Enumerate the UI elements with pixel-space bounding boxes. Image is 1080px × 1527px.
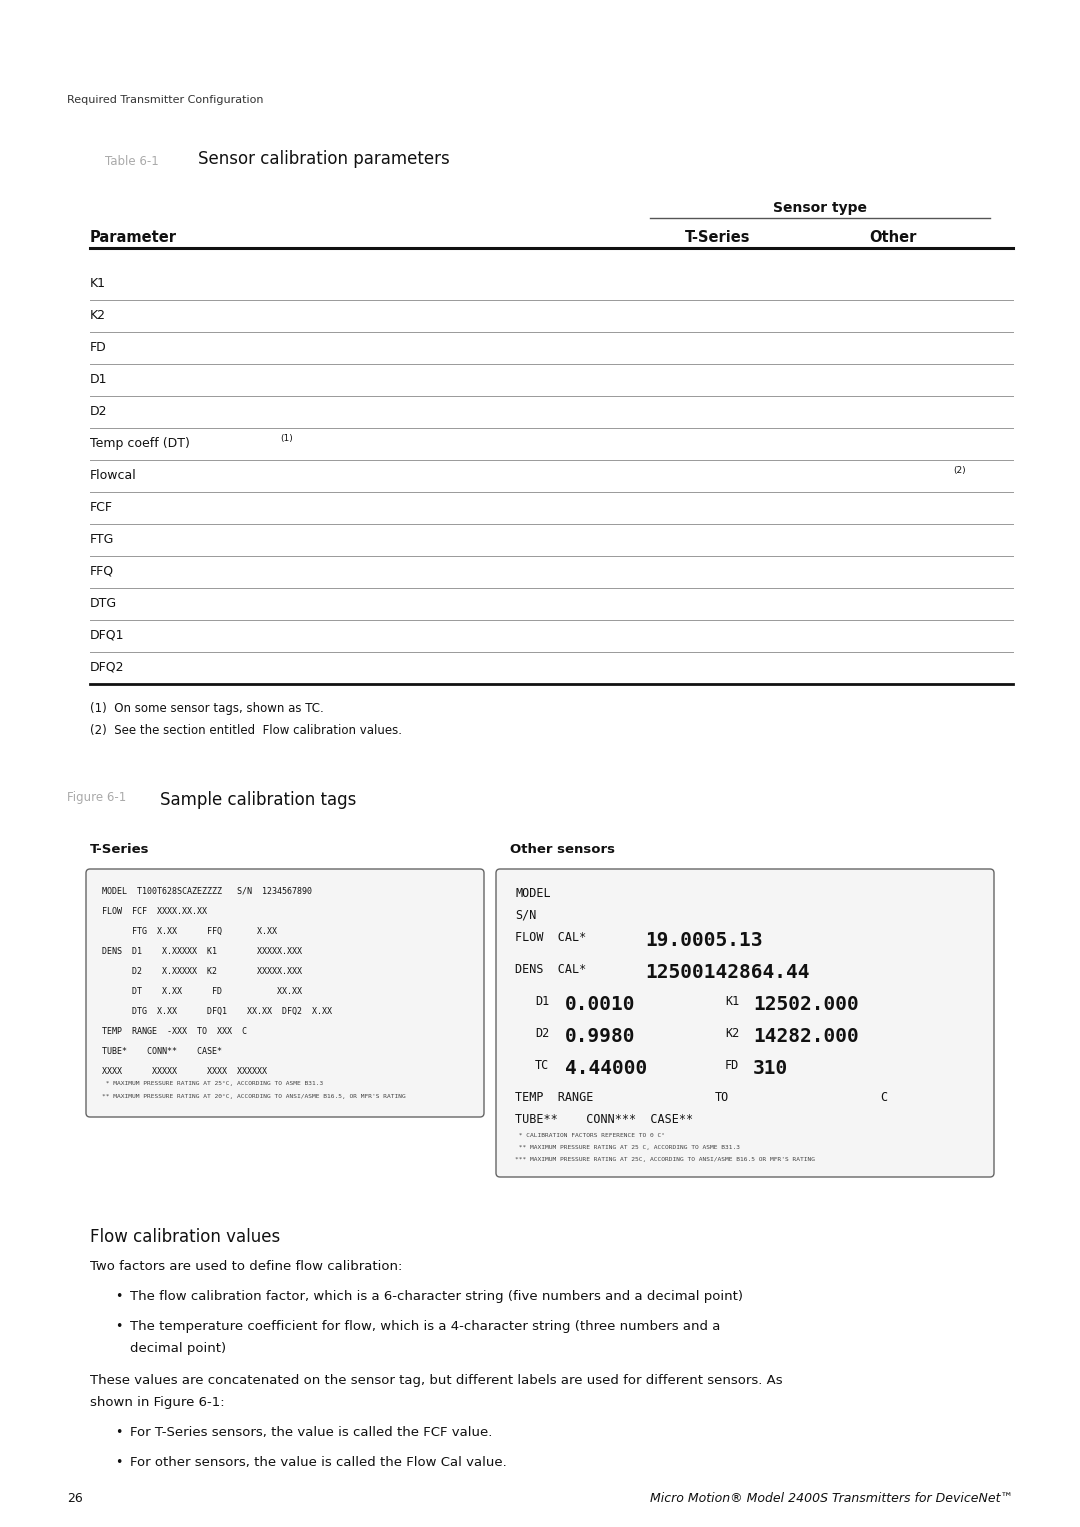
Text: T-Series: T-Series	[685, 231, 751, 244]
Text: FLOW  CAL*: FLOW CAL*	[515, 931, 586, 944]
Text: FLOW  FCF  XXXX.XX.XX: FLOW FCF XXXX.XX.XX	[102, 907, 207, 916]
Text: The flow calibration factor, which is a 6-character string (five numbers and a d: The flow calibration factor, which is a …	[130, 1290, 743, 1303]
Text: Sensor calibration parameters: Sensor calibration parameters	[198, 150, 449, 168]
Text: *** MAXIMUM PRESSURE RATING AT 25C, ACCORDING TO ANSI/ASME B16.5 OR MFR'S RATING: *** MAXIMUM PRESSURE RATING AT 25C, ACCO…	[515, 1157, 815, 1162]
Text: K1: K1	[90, 276, 106, 290]
Text: The temperature coefficient for flow, which is a 4-character string (three numbe: The temperature coefficient for flow, wh…	[130, 1319, 720, 1333]
Text: DFQ1: DFQ1	[90, 629, 124, 641]
Text: DTG: DTG	[90, 597, 117, 609]
Text: MODEL  T100T628SCAZEZZZZ   S/N  1234567890: MODEL T100T628SCAZEZZZZ S/N 1234567890	[102, 887, 312, 896]
Text: K1: K1	[725, 996, 739, 1008]
Text: 12500142864.44: 12500142864.44	[645, 964, 810, 982]
Text: K2: K2	[90, 308, 106, 322]
Text: Temp coeff (DT): Temp coeff (DT)	[90, 437, 190, 450]
Text: MODEL: MODEL	[515, 887, 551, 899]
Text: Sensor type: Sensor type	[773, 202, 867, 215]
Text: TEMP  RANGE  -XXX  TO  XXX  C: TEMP RANGE -XXX TO XXX C	[102, 1028, 247, 1035]
Text: 0.0010: 0.0010	[565, 996, 635, 1014]
Text: DFQ2: DFQ2	[90, 661, 124, 673]
Text: TC: TC	[535, 1060, 550, 1072]
Text: D2: D2	[535, 1028, 550, 1040]
Text: For other sensors, the value is called the Flow Cal value.: For other sensors, the value is called t…	[130, 1457, 507, 1469]
Text: K2: K2	[725, 1028, 739, 1040]
Text: Flow calibration values: Flow calibration values	[90, 1228, 280, 1246]
Text: DTG  X.XX      DFQ1    XX.XX  DFQ2  X.XX: DTG X.XX DFQ1 XX.XX DFQ2 X.XX	[102, 1006, 332, 1015]
Text: (2)  See the section entitled  Flow calibration values.: (2) See the section entitled Flow calibr…	[90, 724, 402, 738]
Text: TO: TO	[715, 1090, 729, 1104]
Text: •: •	[114, 1457, 122, 1469]
Text: C: C	[880, 1090, 887, 1104]
Text: D2    X.XXXXX  K2        XXXXX.XXX: D2 X.XXXXX K2 XXXXX.XXX	[102, 967, 302, 976]
Text: TEMP  RANGE: TEMP RANGE	[515, 1090, 593, 1104]
Text: DT    X.XX      FD           XX.XX: DT X.XX FD XX.XX	[102, 986, 302, 996]
Text: These values are concatenated on the sensor tag, but different labels are used f: These values are concatenated on the sen…	[90, 1374, 783, 1387]
Text: * MAXIMUM PRESSURE RATING AT 25°C, ACCORDING TO ASME B31.3: * MAXIMUM PRESSURE RATING AT 25°C, ACCOR…	[102, 1081, 323, 1086]
Text: •: •	[114, 1319, 122, 1333]
Text: 12502.000: 12502.000	[753, 996, 859, 1014]
Text: DENS  CAL*: DENS CAL*	[515, 964, 586, 976]
FancyBboxPatch shape	[496, 869, 994, 1177]
Text: Micro Motion® Model 2400S Transmitters for DeviceNet™: Micro Motion® Model 2400S Transmitters f…	[650, 1492, 1013, 1506]
Text: 19.0005.13: 19.0005.13	[645, 931, 762, 950]
Text: ** MAXIMUM PRESSURE RATING AT 20°C, ACCORDING TO ANSI/ASME B16.5, OR MFR'S RATIN: ** MAXIMUM PRESSURE RATING AT 20°C, ACCO…	[102, 1093, 406, 1099]
Text: •: •	[114, 1290, 122, 1303]
Text: Sample calibration tags: Sample calibration tags	[160, 791, 356, 809]
Text: 0.9980: 0.9980	[565, 1028, 635, 1046]
Text: For T-Series sensors, the value is called the FCF value.: For T-Series sensors, the value is calle…	[130, 1426, 492, 1438]
Text: FD: FD	[725, 1060, 739, 1072]
FancyBboxPatch shape	[86, 869, 484, 1116]
Text: 4.44000: 4.44000	[565, 1060, 647, 1078]
Text: D2: D2	[90, 405, 108, 418]
Text: DENS  D1    X.XXXXX  K1        XXXXX.XXX: DENS D1 X.XXXXX K1 XXXXX.XXX	[102, 947, 302, 956]
Text: FCF: FCF	[90, 501, 113, 515]
Text: * CALIBRATION FACTORS REFERENCE TO 0 C°: * CALIBRATION FACTORS REFERENCE TO 0 C°	[515, 1133, 665, 1138]
Text: FTG  X.XX      FFQ       X.XX: FTG X.XX FFQ X.XX	[102, 927, 276, 936]
Text: FTG: FTG	[90, 533, 114, 547]
Text: TUBE*    CONN**    CASE*: TUBE* CONN** CASE*	[102, 1048, 222, 1057]
Text: 26: 26	[67, 1492, 83, 1506]
Text: (1)  On some sensor tags, shown as TC.: (1) On some sensor tags, shown as TC.	[90, 702, 324, 715]
Text: Two factors are used to define flow calibration:: Two factors are used to define flow cali…	[90, 1260, 403, 1274]
Text: Parameter: Parameter	[90, 231, 177, 244]
Text: Flowcal: Flowcal	[90, 469, 137, 483]
Text: 14282.000: 14282.000	[753, 1028, 859, 1046]
Text: (1): (1)	[280, 434, 293, 443]
Text: ** MAXIMUM PRESSURE RATING AT 25 C, ACCORDING TO ASME B31.3: ** MAXIMUM PRESSURE RATING AT 25 C, ACCO…	[515, 1145, 740, 1150]
Text: XXXX      XXXXX      XXXX  XXXXXX: XXXX XXXXX XXXX XXXXXX	[102, 1067, 267, 1077]
Text: D1: D1	[90, 373, 108, 386]
Text: TUBE**    CONN***  CASE**: TUBE** CONN*** CASE**	[515, 1113, 693, 1125]
Text: Required Transmitter Configuration: Required Transmitter Configuration	[67, 95, 264, 105]
Text: (2): (2)	[953, 466, 966, 475]
Text: S/N: S/N	[515, 909, 537, 922]
Text: decimal point): decimal point)	[130, 1342, 226, 1354]
Text: Other sensors: Other sensors	[510, 843, 615, 857]
Text: Table 6-1: Table 6-1	[105, 156, 159, 168]
Text: 310: 310	[753, 1060, 788, 1078]
Text: D1: D1	[535, 996, 550, 1008]
Text: •: •	[114, 1426, 122, 1438]
Text: FFQ: FFQ	[90, 565, 114, 579]
Text: T-Series: T-Series	[90, 843, 149, 857]
Text: Figure 6-1: Figure 6-1	[67, 791, 126, 805]
Text: Other: Other	[869, 231, 917, 244]
Text: FD: FD	[90, 341, 107, 354]
Text: shown in Figure 6-1:: shown in Figure 6-1:	[90, 1396, 225, 1409]
